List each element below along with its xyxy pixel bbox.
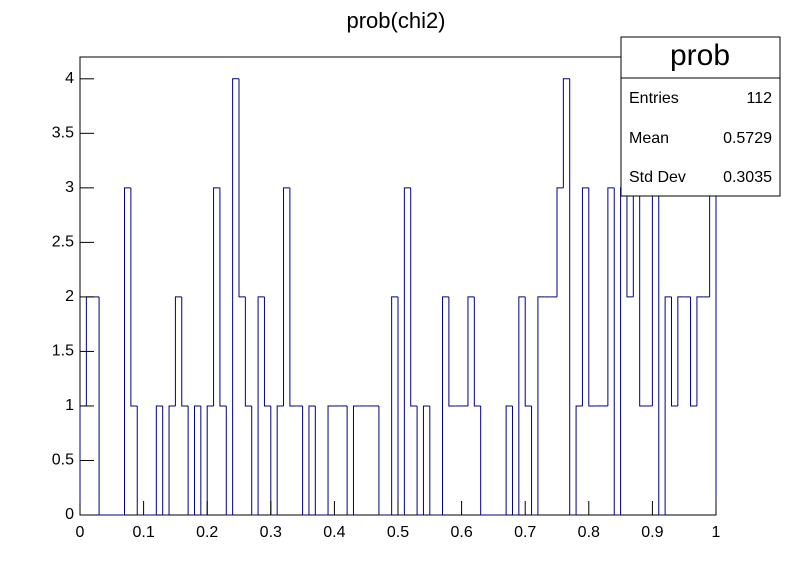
x-tick-label: 0.5 xyxy=(387,524,409,541)
histogram-bin xyxy=(537,296,545,515)
histogram-bin xyxy=(263,296,271,407)
histogram-bin xyxy=(677,296,685,406)
y-tick-label: 2 xyxy=(65,288,74,305)
histogram-bin xyxy=(244,296,252,407)
stats-label: Std Dev xyxy=(629,169,686,186)
histogram-bin xyxy=(257,296,265,515)
stats-box: prob Entries 112 Mean 0.5729 Std Dev 0.3… xyxy=(620,36,781,197)
histogram-bin xyxy=(511,405,519,516)
histogram-bin xyxy=(302,405,309,516)
histogram-bin xyxy=(174,296,182,406)
y-tick-label: 3 xyxy=(65,179,74,196)
x-tick-label: 0.9 xyxy=(641,524,663,541)
histogram-bin xyxy=(518,296,526,515)
histogram-bin xyxy=(308,405,316,515)
histogram-bin xyxy=(283,187,290,406)
histogram-bin xyxy=(238,78,246,298)
x-tick-label: 0.8 xyxy=(578,524,600,541)
histogram-bin xyxy=(581,187,589,406)
histogram-bin xyxy=(187,405,195,516)
histogram-bin xyxy=(225,405,233,516)
x-tick-label: 0.7 xyxy=(514,524,536,541)
histogram-bin xyxy=(467,296,475,406)
histogram-bin xyxy=(626,187,634,298)
x-tick-label: 0 xyxy=(76,524,85,541)
y-tick-label: 1 xyxy=(65,397,74,414)
y-tick-label: 4 xyxy=(65,70,74,87)
histogram-bin xyxy=(639,187,647,407)
x-tick-label: 0.1 xyxy=(132,524,154,541)
histogram-bin xyxy=(575,405,583,515)
histogram-bin xyxy=(658,187,666,516)
y-tick-label: 3.5 xyxy=(52,125,74,142)
histogram-bin xyxy=(664,296,672,515)
histogram-bin xyxy=(696,296,704,406)
histogram-bin xyxy=(155,405,163,515)
histogram-bin xyxy=(168,405,176,515)
histogram-bin xyxy=(429,405,437,516)
stats-frame xyxy=(620,36,781,197)
histogram-bin xyxy=(193,405,201,515)
stats-value: 0.5729 xyxy=(723,130,772,147)
histogram-bin xyxy=(200,405,208,516)
histogram-bin xyxy=(403,187,411,515)
histogram-bin xyxy=(442,296,449,515)
x-tick-label: 0.4 xyxy=(323,524,345,541)
histogram-bin xyxy=(670,296,678,407)
y-tick-label: 2.5 xyxy=(52,234,74,251)
histogram-bin xyxy=(136,405,144,516)
chart-title: prob(chi2) xyxy=(346,8,445,33)
histogram-bin xyxy=(213,187,220,406)
histogram-bin xyxy=(327,405,335,515)
histogram-bin xyxy=(569,78,577,516)
histogram-bin xyxy=(588,187,596,407)
histogram-bin xyxy=(473,296,481,407)
histogram-bin xyxy=(531,405,538,516)
histogram-bin xyxy=(607,187,615,406)
histogram-bin xyxy=(219,187,227,407)
histogram-bin xyxy=(556,187,564,297)
histogram-bin xyxy=(562,78,570,188)
histogram-bin xyxy=(524,296,532,407)
histogram-bin xyxy=(130,187,138,407)
stats-value: 112 xyxy=(746,90,772,107)
histogram-bin xyxy=(613,187,621,516)
histogram-bin xyxy=(276,405,284,515)
x-tick-label: 0.2 xyxy=(196,524,218,541)
histogram-bin xyxy=(181,296,189,407)
histogram-bin xyxy=(289,187,297,407)
y-tick-label: 1.5 xyxy=(52,343,74,360)
histogram-bin xyxy=(162,405,170,516)
histogram-bin xyxy=(480,405,488,516)
histogram-bin xyxy=(422,405,430,515)
histogram-bin xyxy=(448,296,456,407)
stats-label: Mean xyxy=(629,130,669,147)
histogram-bin xyxy=(98,296,106,516)
histogram-bin xyxy=(378,405,386,516)
histogram-bin xyxy=(314,405,322,516)
histogram-bin xyxy=(251,405,259,516)
y-tick-label: 0 xyxy=(65,506,74,523)
histogram-bin xyxy=(352,405,360,515)
x-tick-label: 1 xyxy=(712,524,721,541)
stats-value: 0.3035 xyxy=(723,169,772,186)
stats-title: prob xyxy=(670,39,730,72)
stats-label: Entries xyxy=(629,90,679,107)
histogram-bin xyxy=(391,296,398,515)
histogram-bin xyxy=(232,78,239,515)
histogram-bin xyxy=(124,187,131,515)
x-tick-label: 0.3 xyxy=(260,524,282,541)
x-tick-label: 0.6 xyxy=(450,524,472,541)
histogram-bin xyxy=(690,296,697,407)
histogram-bin xyxy=(206,405,214,515)
histogram-bin xyxy=(505,405,513,515)
histogram-bin xyxy=(416,405,424,516)
histogram-bin xyxy=(346,405,354,516)
histogram-bin xyxy=(410,187,418,407)
y-tick-label: 0.5 xyxy=(52,452,74,469)
